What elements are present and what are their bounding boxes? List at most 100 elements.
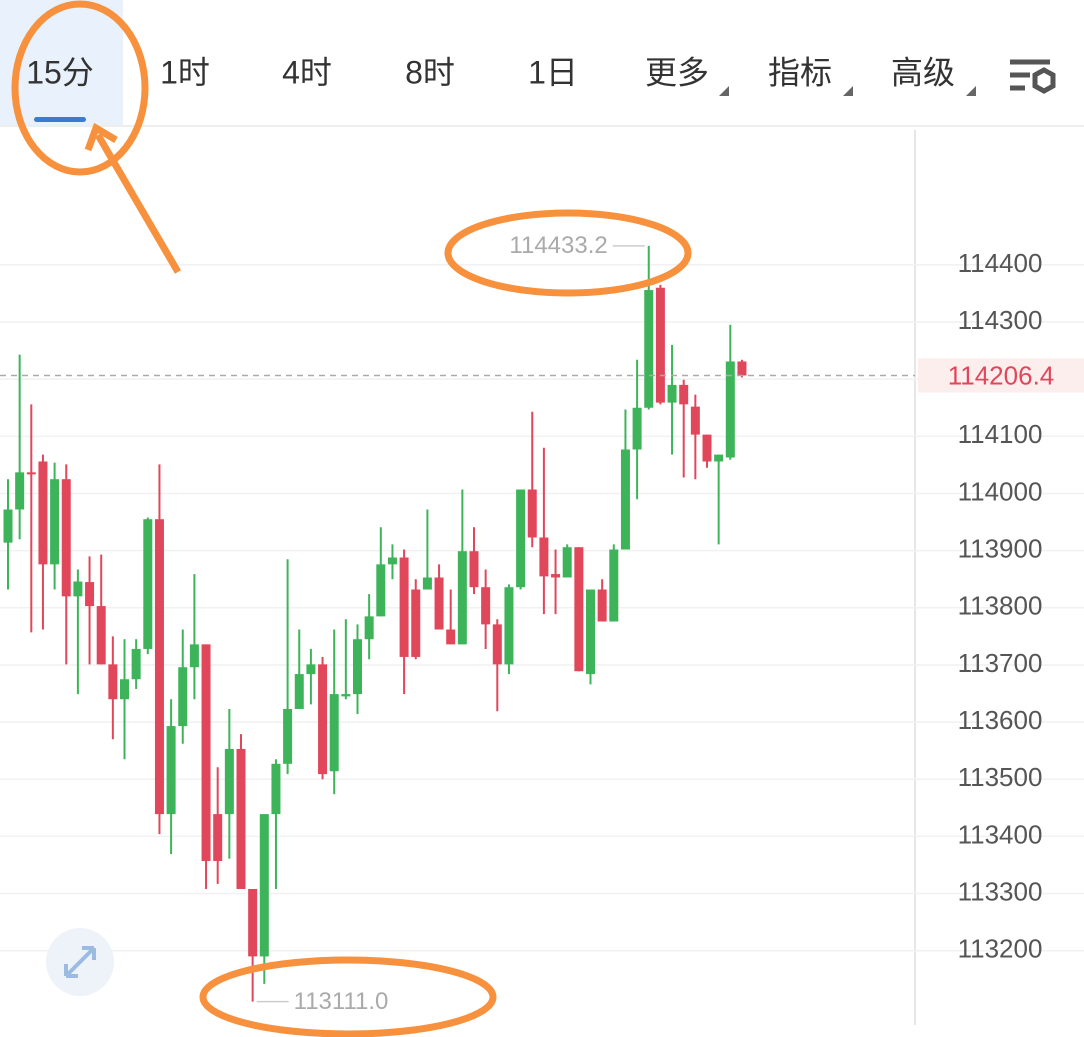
candle-body (271, 763, 281, 815)
y-tick-label: 113200 (958, 934, 1043, 964)
y-tick-label: 113800 (958, 591, 1043, 621)
candle-body (690, 406, 700, 435)
candle-body (213, 814, 223, 861)
candle-body (527, 489, 537, 538)
candle-body (411, 589, 421, 657)
highlight-ellipse (199, 956, 497, 1037)
candle-body (259, 814, 269, 957)
candle-body (108, 664, 118, 700)
candle-body (318, 664, 328, 775)
candle-body (131, 648, 141, 680)
candle-body (294, 674, 304, 709)
y-tick-label: 114100 (958, 419, 1043, 449)
candle-body (667, 384, 677, 403)
candle-body (574, 547, 584, 672)
y-tick-label: 114400 (958, 248, 1043, 278)
candle-body (73, 581, 83, 597)
candle-body (96, 606, 106, 665)
icon-hex (1032, 67, 1056, 94)
candle-body (15, 472, 25, 510)
candle-body (341, 694, 351, 697)
candle-body (504, 587, 514, 665)
tab[interactable]: 1日 (528, 54, 578, 90)
active-tab-underline (34, 117, 86, 122)
candle-body (26, 472, 36, 475)
expand-button[interactable] (46, 928, 114, 996)
candle-body (50, 479, 60, 565)
candle-body (609, 549, 619, 622)
candle-body (178, 667, 188, 727)
candle-body (562, 547, 572, 578)
candle-body (236, 748, 246, 889)
candle-body (655, 287, 665, 403)
candle-body (38, 461, 48, 565)
tab[interactable]: 15分 (26, 54, 94, 90)
candle-body (632, 407, 642, 450)
candle-body (725, 361, 735, 458)
settings-icon[interactable] (1010, 59, 1056, 94)
candle-body (329, 694, 339, 772)
candle-body (353, 639, 362, 695)
y-tick-label: 114300 (958, 305, 1043, 335)
candle-body (364, 616, 374, 640)
candle-body (446, 629, 456, 645)
candle-body (154, 519, 164, 815)
candle-body (551, 574, 561, 578)
candle-body (143, 519, 153, 649)
candle-body (737, 361, 747, 376)
highlight-circle (11, 0, 149, 176)
tab[interactable]: 指标 (768, 54, 832, 90)
y-tick-label: 113600 (958, 705, 1043, 735)
low-label: 113111.0 (294, 988, 389, 1015)
candle-body (457, 551, 467, 645)
candle-body (539, 537, 549, 577)
tab[interactable]: 高级 (891, 54, 955, 90)
candle-body (620, 449, 630, 550)
y-tick-label: 113900 (958, 534, 1043, 564)
tab[interactable]: 4时 (282, 54, 332, 90)
candle-body (644, 290, 654, 408)
candle-body (189, 644, 199, 668)
candle-body (469, 551, 479, 588)
candle-body (399, 557, 409, 657)
candle-body (61, 479, 71, 597)
candle-body (434, 577, 444, 630)
candle-body (120, 679, 129, 700)
last-price-label: 114206.4 (948, 360, 1055, 390)
candle-body (3, 509, 13, 543)
highlight-ellipse (444, 209, 692, 297)
candle-body (516, 489, 526, 588)
candle-body (586, 589, 595, 675)
tab[interactable]: 1时 (160, 54, 210, 90)
candle-body (376, 564, 386, 617)
candle-body (166, 726, 176, 815)
candle-body (597, 589, 607, 622)
candle-body (248, 888, 258, 957)
y-tick-label: 113700 (958, 648, 1043, 678)
candle-body (481, 587, 491, 625)
arrow-head (84, 122, 118, 152)
candle-body (714, 454, 724, 462)
highlight-arrow (94, 133, 182, 274)
y-tick-label: 113400 (958, 819, 1043, 849)
y-tick-label: 113300 (958, 876, 1043, 906)
candle-body (85, 582, 95, 607)
y-tick-label: 114000 (958, 476, 1043, 506)
tab[interactable]: 8时 (405, 54, 455, 90)
last-price-bg (918, 358, 1084, 393)
y-tick-label: 113500 (958, 762, 1043, 792)
expand-icon (64, 946, 96, 978)
candle-body (679, 384, 689, 405)
high-label: 114433.2 (509, 232, 607, 259)
candle-body (201, 644, 211, 861)
user-annotations (11, 0, 692, 1037)
candle-body (283, 708, 293, 764)
candle-body (224, 748, 234, 815)
dropdown-markers (719, 86, 976, 96)
candle-body (422, 577, 432, 590)
candle-body (492, 624, 502, 665)
tab[interactable]: 更多 (645, 54, 709, 90)
candle-body (702, 434, 712, 462)
candle-body (306, 664, 316, 675)
